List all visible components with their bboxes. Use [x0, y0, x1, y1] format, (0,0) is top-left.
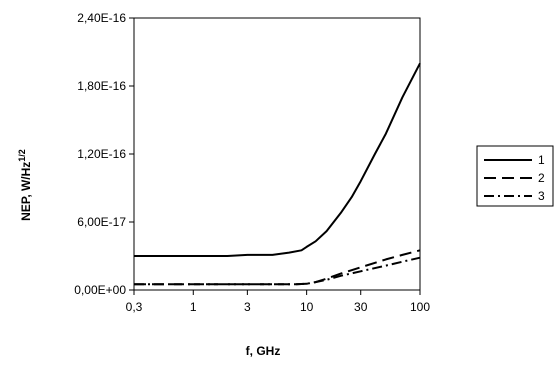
x-tick-label: 100 — [410, 300, 430, 314]
legend: 1 2 3 — [476, 145, 554, 207]
y-axis: 0,00E+00 6,00E-17 1,20E-16 1,80E-16 2,40E-16 — [74, 11, 134, 297]
y-tick-label: 1,80E-16 — [77, 79, 126, 93]
series-3-line — [134, 256, 421, 286]
y-tick-label: 0,00E+00 — [74, 283, 126, 297]
legend-label-1: 1 — [538, 153, 545, 167]
y-tick-label: 1,20E-16 — [77, 147, 126, 161]
legend-label-2: 2 — [538, 171, 545, 185]
x-axis: 0,3 1 3 10 30 100 — [126, 290, 430, 314]
x-tick-label: 0,3 — [126, 300, 143, 314]
y-axis-label: NEP, W/Hz1/2 — [17, 149, 33, 221]
y-axis-label-main: NEP, W/Hz — [19, 162, 33, 221]
x-tick-label: 3 — [244, 300, 251, 314]
y-axis-label-superscript: 1/2 — [17, 149, 27, 162]
plot-area — [133, 17, 421, 291]
y-tick-label: 6,00E-17 — [77, 215, 126, 229]
x-tick-label: 10 — [300, 300, 314, 314]
series-layer — [134, 62, 421, 286]
plot-border — [133, 17, 421, 291]
x-tick-label: 1 — [190, 300, 197, 314]
x-tick-label: 30 — [354, 300, 368, 314]
series-1-line — [134, 62, 421, 257]
x-axis-label: f, GHz — [246, 344, 281, 358]
y-tick-label: 2,40E-16 — [77, 11, 126, 25]
legend-label-3: 3 — [538, 189, 545, 203]
